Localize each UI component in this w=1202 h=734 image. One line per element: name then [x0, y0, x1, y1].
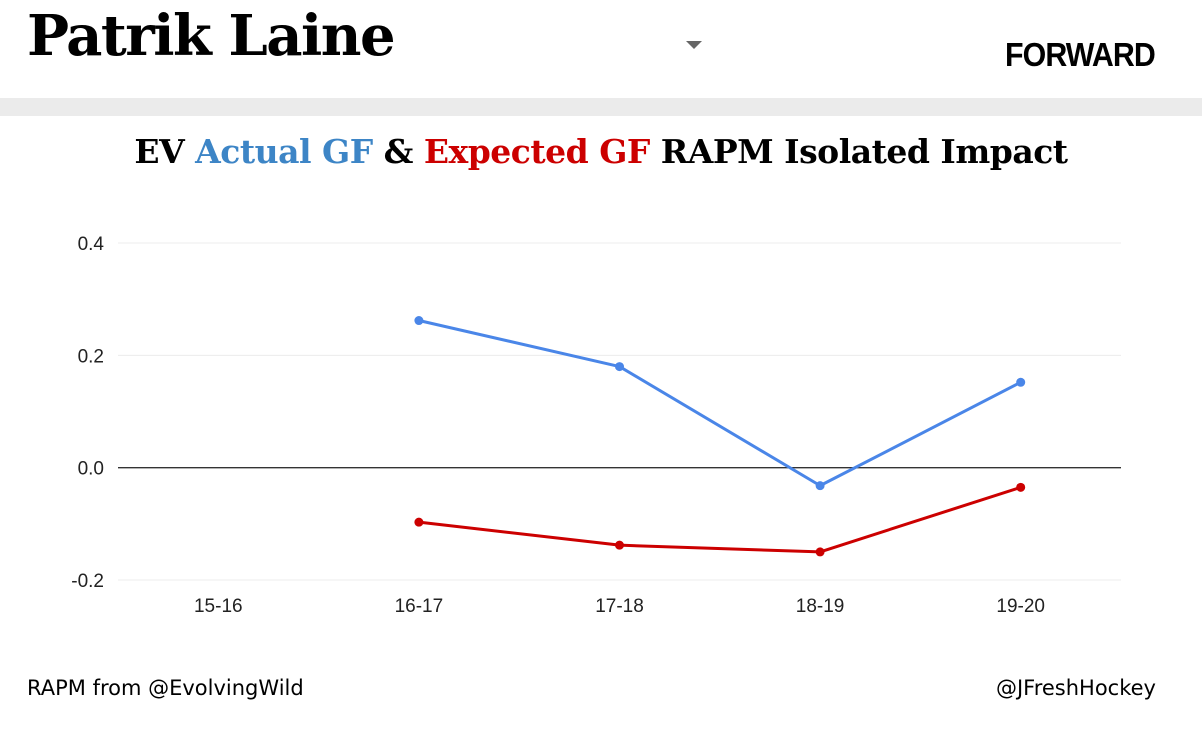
x-tick-label: 19-20: [996, 596, 1045, 617]
x-tick-label: 17-18: [595, 596, 644, 617]
title-ampersand: &: [372, 132, 424, 171]
player-name: Patrik Laine: [27, 3, 396, 69]
data-point-series-0: [615, 362, 624, 372]
data-point-series-1: [414, 517, 424, 527]
x-tick-label: 15-16: [194, 596, 243, 617]
position-label: FORWARD: [1005, 36, 1156, 73]
title-suffix: RAPM Isolated Impact: [649, 132, 1068, 171]
x-tick-label: 18-19: [796, 596, 845, 617]
data-point-series-0: [1016, 377, 1026, 387]
dropdown-chevron-icon[interactable]: [686, 41, 702, 49]
x-tick-label: 16-17: [395, 596, 444, 617]
y-tick-label: 0.4: [78, 234, 105, 255]
title-actual-gf: Actual GF: [195, 132, 373, 171]
data-point-series-1: [1016, 482, 1026, 492]
header-divider: [0, 98, 1202, 116]
data-point-series-0: [414, 316, 424, 326]
chart-title: EV Actual GF & Expected GF RAPM Isolated…: [0, 132, 1202, 171]
data-point-series-0: [815, 481, 825, 491]
source-credit: RAPM from @EvolvingWild: [27, 676, 304, 700]
title-expected-gf: Expected GF: [423, 132, 650, 171]
data-point-series-1: [615, 540, 624, 550]
series-line-0: [417, 319, 1023, 488]
author-credit: @JFreshHockey: [995, 676, 1156, 700]
title-prefix: EV: [134, 132, 196, 171]
y-tick-label: 0.0: [78, 459, 104, 480]
y-tick-label: -0.2: [71, 571, 104, 592]
series-line-1: [417, 485, 1023, 554]
y-tick-label: 0.2: [78, 346, 104, 367]
data-point-series-1: [815, 547, 825, 557]
